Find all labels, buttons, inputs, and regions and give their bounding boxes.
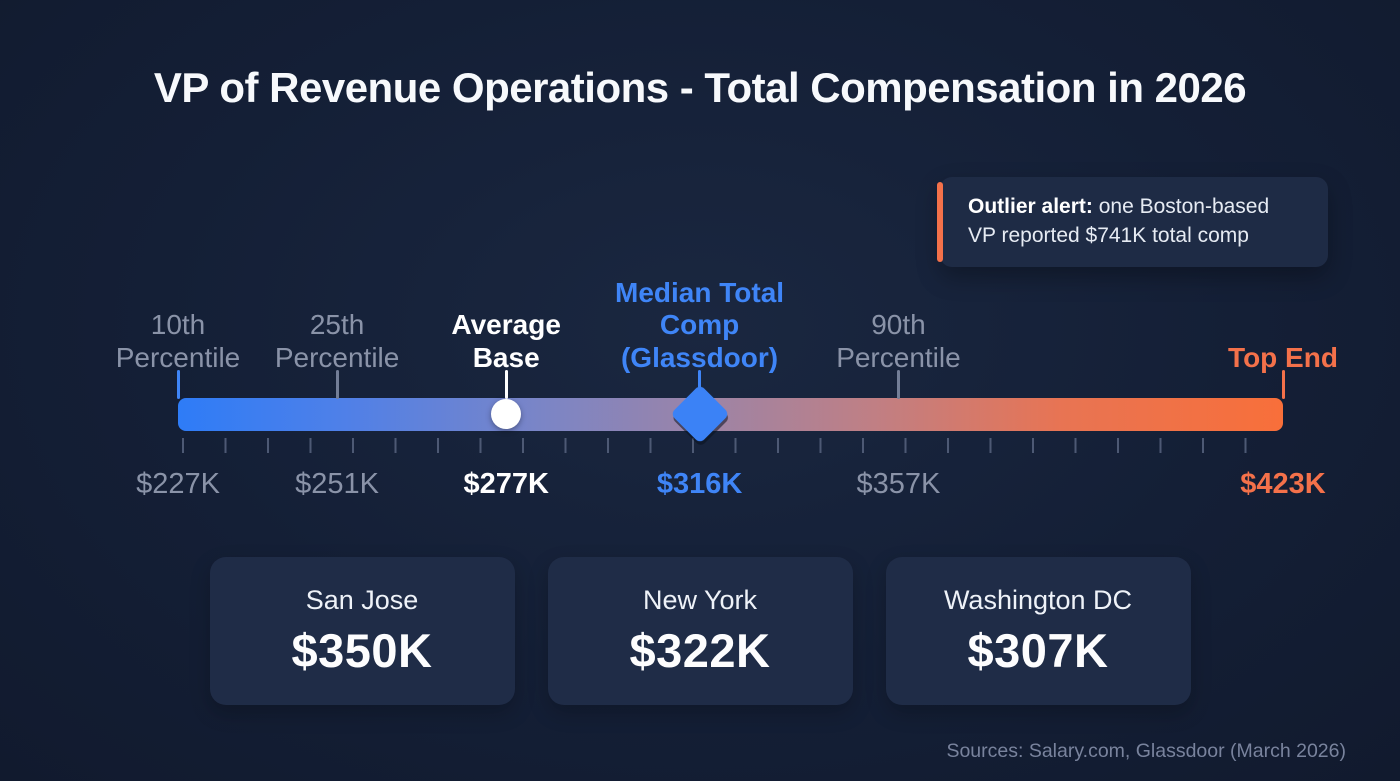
city-card-san-jose: San Jose $350K	[209, 557, 515, 705]
city-value: $307K	[967, 623, 1109, 677]
city-value: $350K	[291, 623, 433, 677]
city-card-new-york: New York $322K	[547, 557, 853, 705]
marker-stem	[698, 370, 702, 399]
marker-value: $423K	[1240, 468, 1326, 500]
average-base-dot-marker	[491, 399, 522, 429]
marker-stem	[176, 370, 180, 399]
marker-value: $251K	[295, 468, 380, 500]
marker-stem	[504, 370, 508, 399]
marker-stem	[896, 370, 900, 399]
callout-bold-prefix: Outlier alert:	[968, 195, 1093, 218]
marker-stem	[335, 370, 339, 399]
callout-body: one Boston-based VP reported $741K total…	[968, 195, 1270, 247]
callout-accent-bar	[937, 182, 943, 262]
callout-text: Outlier alert: one Boston-based VP repor…	[968, 193, 1294, 251]
marker-label: 10th Percentile	[115, 309, 241, 373]
gradient-scale-bar	[178, 398, 1283, 431]
page-title: VP of Revenue Operations - Total Compens…	[153, 64, 1247, 111]
marker-value: $227K	[136, 468, 220, 500]
outlier-alert-callout: Outlier alert: one Boston-based VP repor…	[937, 177, 1328, 267]
marker-label: 25th Percentile	[274, 309, 400, 373]
marker-value: $357K	[856, 468, 941, 500]
sources-note: Sources: Salary.com, Glassdoor (March 20…	[946, 740, 1346, 762]
city-card-washington-dc: Washington DC $307K	[885, 557, 1191, 705]
city-cards-row: San Jose $350K New York $322K Washington…	[0, 557, 1400, 705]
marker-label: Top End	[1228, 341, 1338, 373]
minor-tick-row	[182, 438, 1279, 453]
compensation-scale: 10th Percentile $227K 25th Percentile $2…	[116, 270, 1338, 510]
marker-label: Average Base	[451, 309, 561, 373]
marker-label: 90th Percentile	[836, 309, 961, 373]
marker-label: Median Total Comp (Glassdoor)	[615, 276, 785, 373]
marker-value: $316K	[656, 468, 743, 500]
marker-value: $277K	[463, 468, 549, 500]
marker-stem	[1281, 370, 1285, 399]
city-name: San Jose	[305, 584, 419, 615]
median-diamond-marker	[669, 384, 730, 444]
city-name: New York	[642, 584, 758, 615]
city-name: Washington DC	[943, 584, 1133, 615]
city-value: $322K	[629, 623, 771, 677]
